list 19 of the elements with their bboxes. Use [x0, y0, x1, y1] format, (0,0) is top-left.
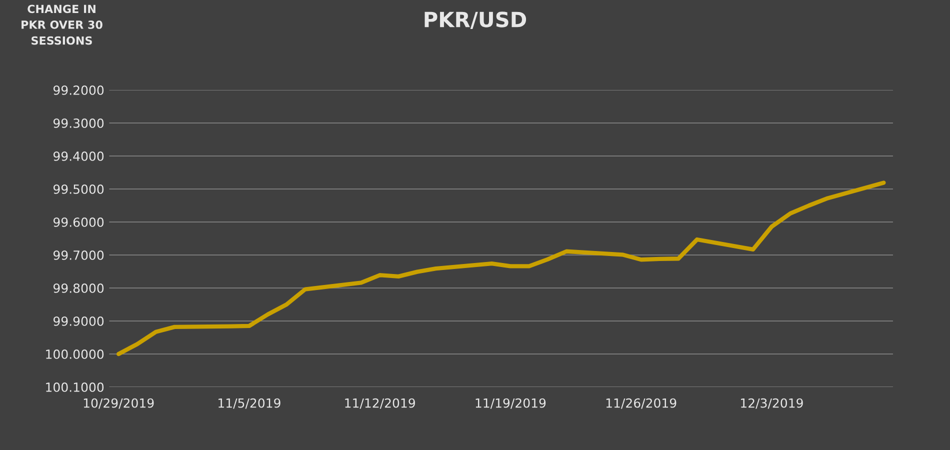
x-tick-label: 12/3/2019: [741, 398, 803, 409]
y-tick-label: 99.3000: [53, 118, 104, 128]
x-tick-label: 11/12/2019: [345, 398, 415, 409]
x-tick-label: 10/29/2019: [84, 398, 154, 409]
y-axis-title: CHANGE IN PKR OVER 30 SESSIONS: [22, 4, 102, 45]
y-tick-label: 99.9000: [53, 316, 104, 326]
y-tick-label: 100.1000: [46, 382, 104, 392]
y-tick-label: 99.7000: [53, 250, 104, 260]
y-tick-label: 99.6000: [53, 217, 104, 227]
line-series: [116, 180, 886, 356]
y-tick-label: 99.5000: [53, 184, 104, 194]
x-tick-label: 11/5/2019: [218, 398, 280, 409]
y-tick-label: 99.4000: [53, 151, 104, 161]
y-tick-label: 99.8000: [53, 283, 104, 293]
y-tick-label: 99.2000: [53, 85, 104, 95]
x-tick-label: 11/19/2019: [476, 398, 546, 409]
x-tick-label: 11/26/2019: [606, 398, 676, 409]
chart-title: PKR/USD: [424, 12, 526, 30]
y-tick-label: 100.0000: [46, 349, 104, 359]
